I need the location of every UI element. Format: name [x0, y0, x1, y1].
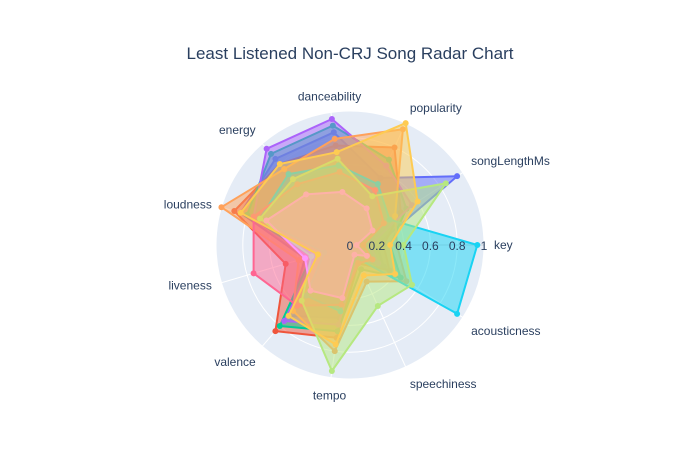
radial-tick-label: 0.4 — [395, 239, 412, 253]
data-point[interactable] — [250, 270, 257, 277]
data-point[interactable] — [218, 204, 225, 211]
data-point[interactable] — [285, 312, 292, 319]
data-point[interactable] — [272, 328, 279, 335]
axis-label-tempo: tempo — [313, 389, 347, 403]
series-10[interactable] — [237, 120, 421, 348]
axis-label-key: key — [494, 238, 513, 252]
data-point[interactable] — [474, 242, 481, 248]
radial-tick-label: 0 — [347, 239, 354, 253]
data-point[interactable] — [328, 115, 335, 122]
axis-label-valence: valence — [214, 355, 256, 369]
radial-tick-label: 0.8 — [449, 239, 466, 253]
chart-title: Least Listened Non-CRJ Song Radar Chart — [186, 44, 514, 63]
data-point[interactable] — [402, 120, 409, 127]
data-point[interactable] — [442, 180, 449, 187]
axis-label-speechiness: speechiness — [410, 377, 477, 391]
data-point[interactable] — [400, 242, 407, 248]
series-area[interactable] — [239, 122, 419, 346]
radial-tick-label: 0.6 — [422, 239, 439, 253]
data-point[interactable] — [360, 272, 367, 279]
data-point[interactable] — [281, 317, 288, 324]
data-point[interactable] — [409, 281, 416, 288]
data-point[interactable] — [333, 149, 340, 156]
data-point[interactable] — [374, 302, 381, 309]
axis-label-acousticness: acousticness — [471, 324, 540, 338]
data-point[interactable] — [414, 198, 421, 205]
radial-tick-label: 0.2 — [368, 239, 385, 253]
data-point[interactable] — [301, 255, 308, 262]
axis-label-loudness: loudness — [164, 197, 212, 211]
radial-tick-label: 1 — [481, 239, 488, 253]
data-point[interactable] — [263, 145, 270, 152]
axis-label-songLengthMs: songLengthMs — [471, 154, 550, 168]
data-point[interactable] — [331, 135, 338, 142]
data-point[interactable] — [328, 368, 335, 375]
data-point[interactable] — [276, 323, 283, 330]
axis-label-popularity: popularity — [410, 101, 462, 115]
axis-label-energy: energy — [219, 123, 256, 137]
data-point[interactable] — [454, 173, 461, 180]
data-point[interactable] — [276, 160, 283, 167]
data-point[interactable] — [454, 310, 461, 317]
data-point[interactable] — [392, 270, 399, 277]
data-point[interactable] — [314, 251, 321, 258]
data-point[interactable] — [237, 209, 244, 216]
axis-label-liveness: liveness — [168, 279, 211, 293]
axis-label-danceability: danceability — [298, 89, 361, 103]
data-point[interactable] — [332, 341, 339, 348]
data-point[interactable] — [387, 242, 394, 248]
